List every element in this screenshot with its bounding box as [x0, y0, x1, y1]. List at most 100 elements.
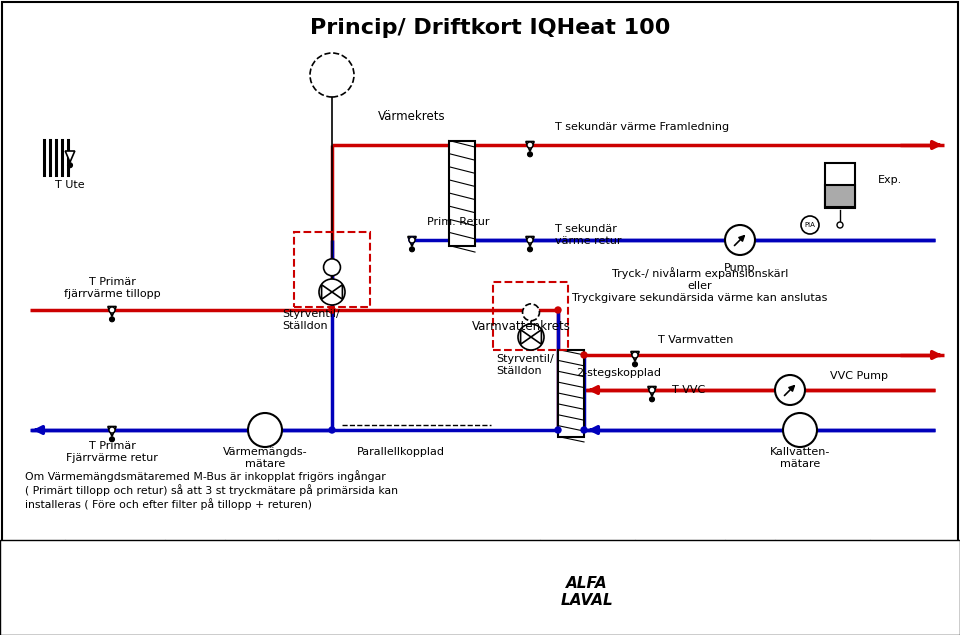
Polygon shape	[408, 236, 417, 246]
Text: Konstr:: Konstr:	[638, 545, 667, 554]
Circle shape	[329, 307, 335, 313]
Text: Rit.nr:: Rit.nr:	[872, 608, 898, 617]
Circle shape	[409, 237, 415, 243]
Polygon shape	[526, 142, 534, 151]
Circle shape	[555, 427, 561, 433]
Text: Styrventil/
Ställdon: Styrventil/ Ställdon	[282, 309, 340, 331]
Polygon shape	[108, 307, 116, 316]
Polygon shape	[322, 284, 332, 299]
Text: RKP/ MPN: RKP/ MPN	[675, 545, 723, 555]
Text: App.Skåp:: App.Skåp:	[778, 620, 821, 630]
Text: T VVC: T VVC	[672, 385, 706, 395]
Text: Forts:: Forts:	[925, 620, 948, 629]
Polygon shape	[520, 330, 531, 344]
Bar	[493, 282, 568, 350]
Text: System:: System:	[545, 620, 579, 629]
Circle shape	[632, 352, 638, 358]
Polygon shape	[526, 236, 534, 246]
Text: Värmemängds-
mätare: Värmemängds- mätare	[223, 447, 307, 469]
Circle shape	[109, 427, 115, 433]
Text: T Varmvatten: T Varmvatten	[658, 335, 733, 345]
Text: T Ute: T Ute	[55, 180, 84, 190]
Text: Godkänd:: Godkänd:	[638, 608, 679, 617]
Circle shape	[801, 216, 819, 234]
Circle shape	[783, 413, 817, 447]
Circle shape	[329, 307, 335, 313]
Circle shape	[409, 237, 415, 243]
Bar	[0, 540, 960, 635]
Bar	[825, 185, 855, 207]
Polygon shape	[631, 352, 639, 361]
Text: Datum:: Datum:	[728, 545, 759, 554]
Text: T sekundär värme Framledning: T sekundär värme Framledning	[555, 122, 730, 132]
Text: Parallellkopplad: Parallellkopplad	[357, 447, 445, 457]
Text: Datum:: Datum:	[728, 608, 759, 617]
Text: T Primär
fjärrvärme tillopp: T Primär fjärrvärme tillopp	[63, 277, 160, 299]
Text: Varmvattenkrets: Varmvattenkrets	[471, 321, 570, 333]
Text: T sekundär
värme retur: T sekundär värme retur	[555, 224, 621, 246]
Circle shape	[581, 427, 587, 433]
Circle shape	[650, 397, 655, 402]
Circle shape	[581, 352, 587, 358]
Text: Princip/ Driftkort IQHeat 100: Princip/ Driftkort IQHeat 100	[304, 549, 506, 561]
Circle shape	[329, 427, 335, 433]
Text: Kallvatten-
mätare: Kallvatten- mätare	[770, 447, 830, 469]
Text: Princip/ Driftkort IQHeat 100: Princip/ Driftkort IQHeat 100	[310, 18, 670, 38]
Text: Datum:: Datum:	[168, 545, 199, 554]
Circle shape	[67, 163, 73, 168]
Text: Tryck-/ nivålarm expansionskärl
eller
Tryckgivare sekundärsida värme kan ansluta: Tryck-/ nivålarm expansionskärl eller Tr…	[572, 267, 828, 302]
Circle shape	[527, 237, 533, 243]
Text: Värmekrets: Värmekrets	[378, 110, 445, 123]
Circle shape	[522, 304, 540, 321]
Circle shape	[324, 259, 341, 276]
Text: Sign:: Sign:	[228, 545, 250, 554]
Text: Projekt:: Projekt:	[280, 577, 312, 585]
Polygon shape	[332, 284, 343, 299]
Text: 2-stegskopplad: 2-stegskopplad	[576, 368, 661, 378]
Circle shape	[109, 437, 114, 442]
Text: 2012-03-08: 2012-03-08	[915, 545, 960, 555]
Text: 2: 2	[948, 620, 955, 630]
Circle shape	[775, 375, 805, 405]
Circle shape	[518, 324, 544, 350]
Bar	[825, 163, 855, 208]
Circle shape	[109, 307, 115, 313]
Bar	[449, 140, 475, 246]
Text: VVC Pump: VVC Pump	[830, 371, 888, 381]
Circle shape	[555, 307, 561, 313]
Text: Granskad:: Granskad:	[638, 577, 681, 585]
Text: IQHeat100 2-stegs-/ parallellkoppling: IQHeat100 2-stegs-/ parallellkoppling	[600, 620, 781, 630]
Bar	[294, 232, 370, 307]
Circle shape	[410, 247, 415, 252]
Circle shape	[248, 413, 282, 447]
Circle shape	[633, 362, 637, 367]
Polygon shape	[648, 387, 657, 396]
Bar	[558, 349, 584, 436]
Text: 2012-03-08: 2012-03-08	[775, 545, 831, 555]
Text: Exp.: Exp.	[878, 175, 902, 185]
Circle shape	[319, 279, 345, 305]
Circle shape	[649, 387, 655, 393]
Text: ALFA
LAVAL: ALFA LAVAL	[561, 576, 613, 608]
Text: Ändring:: Ändring:	[70, 545, 106, 555]
Circle shape	[527, 247, 533, 252]
Text: Art.nr:: Art.nr:	[872, 577, 899, 585]
Text: Datum:: Datum:	[872, 545, 903, 554]
Circle shape	[837, 222, 843, 228]
Text: Styrventil/
Ställdon: Styrventil/ Ställdon	[496, 354, 554, 376]
Circle shape	[310, 53, 354, 97]
Text: Kund:: Kund:	[280, 620, 304, 629]
Text: Om Värmemängdsmätaremed M-Bus är inkopplat frigörs ingångar
( Primärt tillopp oc: Om Värmemängdsmätaremed M-Bus är inkoppl…	[25, 470, 398, 510]
Text: PIA: PIA	[804, 222, 815, 228]
Circle shape	[725, 225, 755, 255]
Text: Datum:: Datum:	[728, 577, 759, 585]
Text: 1: 1	[895, 620, 901, 630]
Circle shape	[109, 317, 114, 322]
Text: T Primär
Fjärrvärme retur: T Primär Fjärrvärme retur	[66, 441, 158, 463]
Circle shape	[527, 142, 533, 148]
Polygon shape	[65, 151, 75, 162]
Text: Pump: Pump	[724, 263, 756, 273]
Text: Prim. Retur: Prim. Retur	[427, 217, 490, 227]
Circle shape	[527, 152, 533, 157]
Text: Rev./nr.: Rev./nr.	[15, 545, 46, 554]
